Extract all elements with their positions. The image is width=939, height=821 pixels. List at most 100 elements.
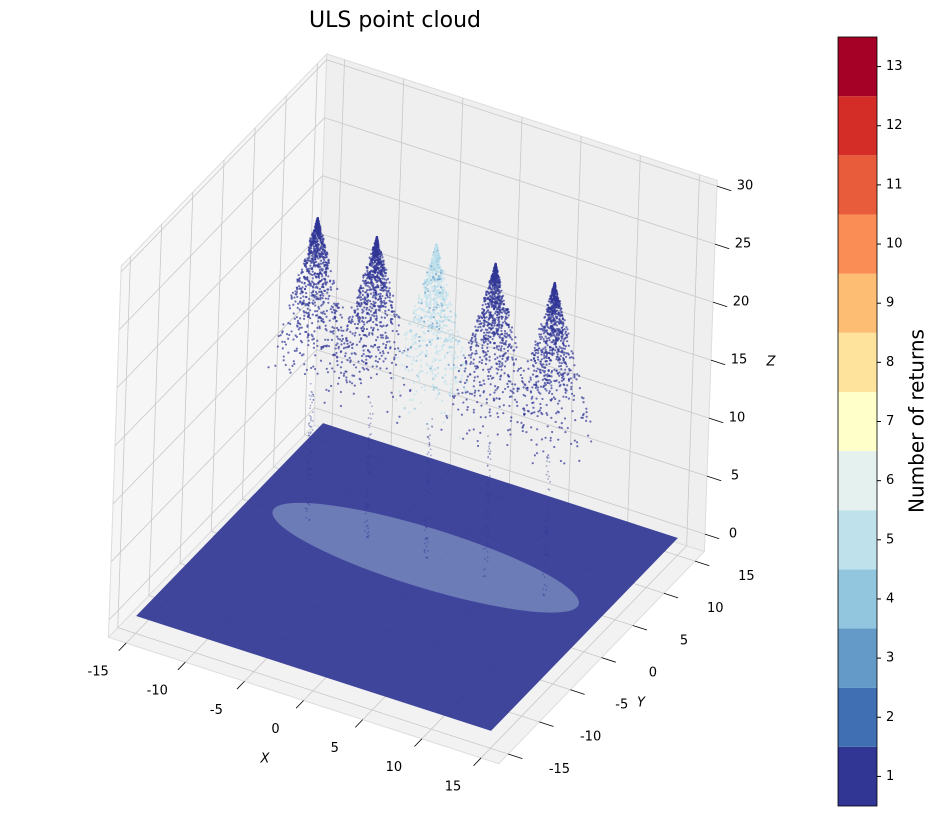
crown-point [507,326,511,329]
crown-point [322,300,325,303]
crown-point [386,277,390,280]
colorbar-tick-label: 6 [886,473,894,488]
trunk-point [308,438,311,441]
crown-point [316,254,319,258]
crown-point [482,341,486,344]
crown-point [291,291,295,294]
crown-point [310,233,313,237]
crown-point [559,309,562,312]
crown-point [362,276,365,279]
crown-point [430,260,434,263]
trunk-point [367,441,370,444]
trunk-point [486,493,488,496]
crown-point [330,311,334,314]
crown-point [448,315,451,319]
trunk-point [427,428,430,430]
crown-point [571,410,574,413]
grid-line [118,117,325,331]
crown-point [430,312,433,315]
trunk-point [484,530,486,533]
crown-point [379,351,382,354]
crown-point [312,281,315,284]
crown-point [381,336,385,339]
crown-point [385,367,388,370]
crown-point [460,374,464,377]
crown-point [423,389,427,392]
crown-point [288,368,291,371]
crown-point [444,373,447,377]
crown-point [557,304,560,307]
crown-point [426,277,429,281]
trunk-point [426,556,428,559]
crown-point [315,295,318,298]
crown-point [311,301,314,304]
crown-point [434,293,437,296]
crown-point [494,384,497,388]
crown-point [493,324,496,327]
crown-point [554,322,557,325]
crown-point [539,333,543,336]
trunk-point [546,554,549,556]
crown-point [324,252,327,256]
crown-point [433,285,436,288]
crown-point [311,258,314,261]
crown-point [564,430,567,434]
crown-point [501,362,504,365]
crown-point [305,295,308,299]
trunk-point [308,434,310,437]
crown-point [505,332,508,335]
crown-point [388,296,391,299]
crown-point [490,282,493,285]
crown-point [498,363,501,366]
crown-point [495,267,498,271]
crown-point [316,372,319,375]
crown-point [326,291,329,294]
crown-point [365,327,369,331]
crown-point [428,272,431,275]
crown-point [513,398,517,401]
crown-point [413,321,417,324]
crown-point [336,382,340,385]
trunk-point [427,518,430,520]
crown-point [435,304,438,307]
crown-point [496,292,500,296]
crown-point [552,348,555,351]
crown-point [424,279,427,282]
crown-point [496,412,499,415]
crown-point [325,367,328,370]
crown-point [324,327,327,331]
trunk-point [542,536,545,539]
crown-point [378,277,382,280]
crown-point [478,384,482,387]
crown-point [482,322,486,325]
crown-point [416,307,419,311]
crown-point [487,334,490,337]
crown-point [534,361,537,365]
crown-point [380,281,384,284]
crown-point [502,294,505,298]
crown-point [460,413,464,416]
crown-point [533,359,537,363]
crown-point [353,322,357,326]
trunk-point [544,548,547,550]
crown-point [522,386,525,389]
crown-point [565,334,569,337]
crown-point [320,267,323,270]
trunk-point [429,448,432,451]
crown-point [371,257,374,260]
crown-point [316,286,319,290]
crown-point [388,281,391,284]
crown-point [546,332,549,335]
crown-point [533,454,536,457]
crown-point [560,347,563,350]
crown-point [564,361,567,364]
crown-point [329,286,332,289]
crown-point [316,220,320,223]
crown-point [381,277,384,280]
crown-point [489,383,492,386]
crown-point [567,353,570,356]
crown-point [526,386,529,389]
trunk-point [547,454,550,457]
crown-point [566,328,569,331]
crown-point [435,323,438,326]
